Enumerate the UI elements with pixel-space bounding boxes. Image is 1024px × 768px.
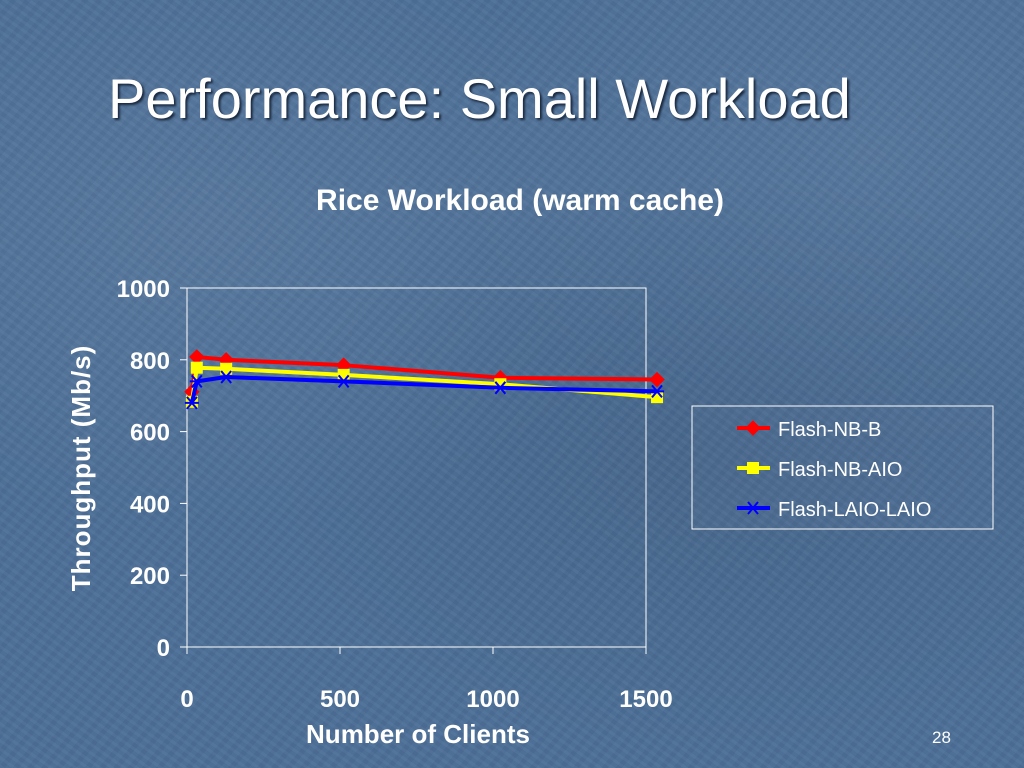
y-tick-label: 1000 <box>117 276 170 303</box>
series-flash-laio-laio <box>184 370 665 410</box>
legend-marker <box>745 420 761 436</box>
data-point-marker <box>220 362 233 375</box>
plot-area-border <box>186 287 647 648</box>
legend-label: Flash-NB-B <box>778 419 881 441</box>
data-point-marker <box>650 384 665 399</box>
y-axis-title: Throughput (Mb/s) <box>66 345 96 592</box>
legend-item: Flash-NB-AIO <box>737 459 902 481</box>
series-line <box>189 375 658 404</box>
chart-title: Rice Workload (warm cache) <box>316 184 724 217</box>
data-point-marker <box>189 374 204 388</box>
legend-item: Flash-LAIO-LAIO <box>737 499 931 521</box>
data-point-marker <box>219 370 234 384</box>
x-tick-label: 0 <box>180 686 193 713</box>
slide-title: Performance: Small Workload <box>108 67 851 130</box>
legend-label: Flash-NB-AIO <box>778 459 902 481</box>
legend-marker <box>746 501 760 515</box>
data-point-marker <box>493 381 508 395</box>
y-tick-label: 0 <box>157 635 170 662</box>
legend-box <box>691 405 994 530</box>
legend-marker <box>747 462 759 474</box>
y-tick-label: 800 <box>130 348 170 375</box>
data-point-marker <box>649 371 665 388</box>
data-point-marker <box>184 396 199 410</box>
x-axis-title: Number of Clients <box>306 719 530 749</box>
x-tick-label: 500 <box>320 686 360 713</box>
y-tick-label: 200 <box>130 563 170 590</box>
legend-label: Flash-LAIO-LAIO <box>778 499 931 521</box>
legend: Flash-NB-B Flash-NB-AIO Flash-LAIO-LAIO <box>737 419 931 521</box>
page-number: 28 <box>932 728 951 747</box>
data-point-marker <box>190 361 203 374</box>
series-layer <box>184 349 665 410</box>
x-tick-label: 1500 <box>619 686 672 713</box>
axes: 0 200 400 600 800 1000 0 500 1000 1500 <box>117 276 673 713</box>
data-point-marker <box>336 374 351 388</box>
y-tick-label: 400 <box>130 491 170 518</box>
legend-item: Flash-NB-B <box>737 419 881 441</box>
x-tick-label: 1000 <box>466 686 519 713</box>
y-tick-label: 600 <box>130 420 170 447</box>
